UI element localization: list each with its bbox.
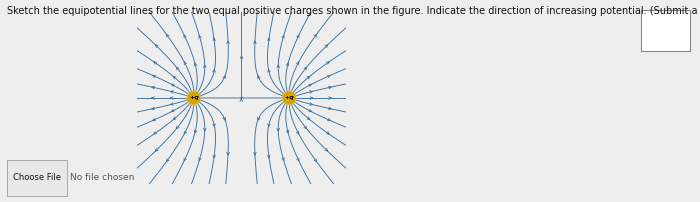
Text: +q: +q [189, 96, 199, 100]
Circle shape [187, 91, 201, 105]
Text: +q: +q [284, 96, 294, 100]
Text: Sketch the equipotential lines for the two equal positive charges shown in the f: Sketch the equipotential lines for the t… [7, 6, 700, 16]
Text: Choose File: Choose File [13, 173, 61, 182]
Circle shape [284, 92, 295, 104]
Circle shape [282, 91, 296, 105]
Circle shape [188, 92, 199, 104]
Text: No file chosen: No file chosen [70, 173, 134, 182]
